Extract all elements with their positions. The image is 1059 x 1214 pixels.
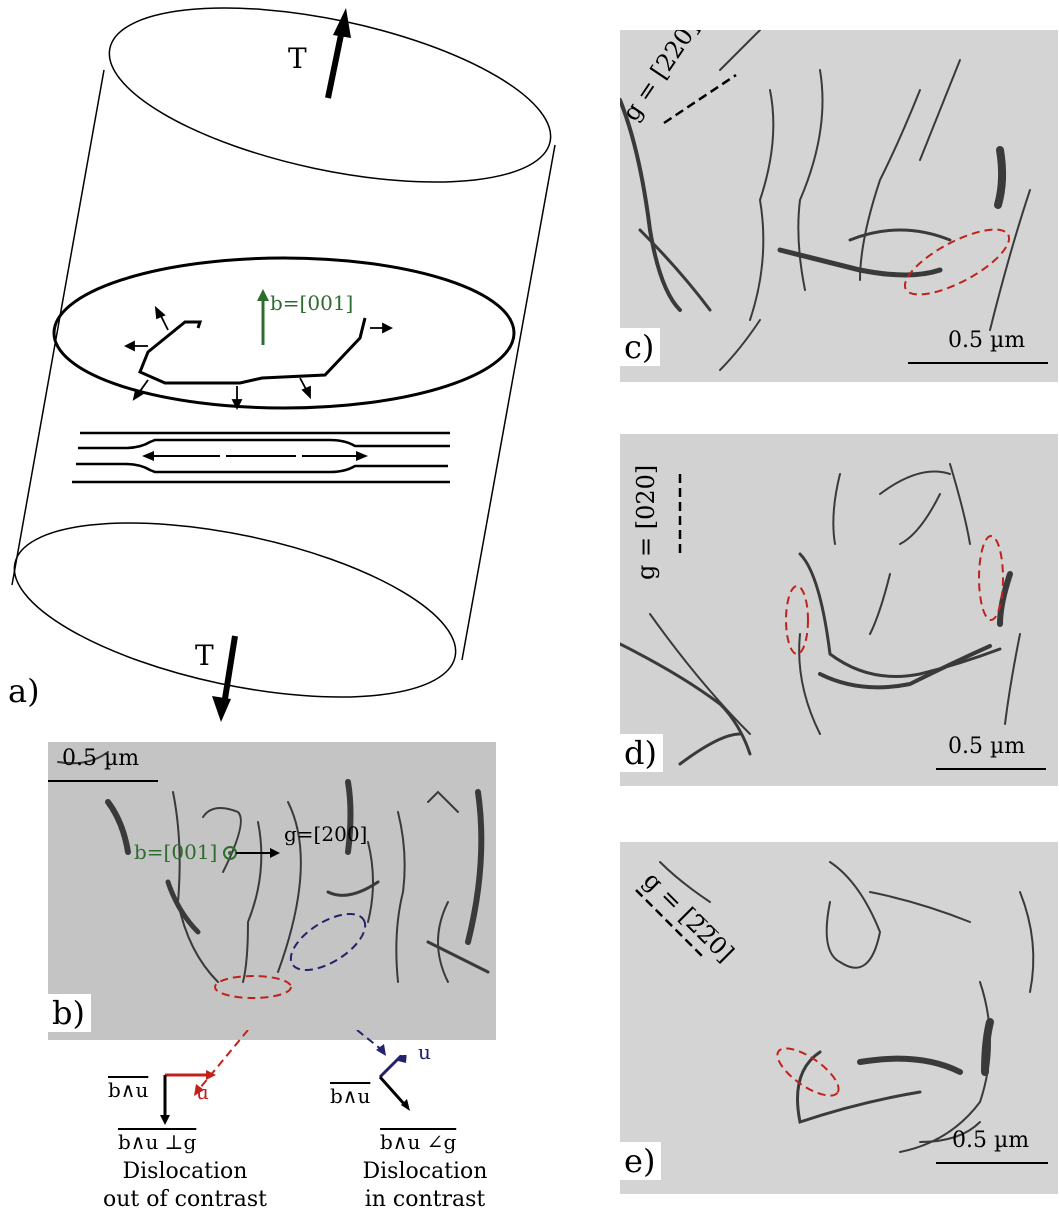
left-note-line1: Dislocation	[122, 1159, 248, 1184]
panel-b-label: b)	[48, 994, 91, 1032]
panel-b-scale-text: 0.5 µm	[62, 746, 140, 771]
panel-e-scale-text: 0.5 µm	[952, 1128, 1030, 1153]
left-bu-label: b∧u	[108, 1078, 149, 1102]
panel-e-scale-bar	[936, 1162, 1048, 1164]
left-note-line2: out of contrast	[103, 1186, 267, 1212]
left-condition: b∧u ⊥g	[118, 1130, 197, 1154]
panel-b-scale-bar	[48, 780, 158, 782]
panel-b-dislocations	[57, 751, 490, 999]
panel-d-scale-bar	[936, 768, 1046, 770]
panel-b-g-label: g=[200]	[284, 822, 368, 846]
panel-c-scale-bar	[908, 362, 1048, 364]
panel-d-micrograph: g = [020] 0.5 µm d)	[620, 434, 1058, 786]
left-dislocation-note: Dislocation out of contrast	[90, 1158, 280, 1213]
panel-c-scale-text: 0.5 µm	[948, 328, 1026, 353]
panel-d-label: d)	[620, 734, 663, 772]
panel-e-dislocations	[635, 861, 1035, 1153]
panel-c-label: c)	[620, 328, 661, 366]
panel-a-burgers-label: b=[001]	[270, 291, 353, 315]
right-note-line2: in contrast	[364, 1186, 486, 1212]
left-u-label: u	[196, 1080, 209, 1104]
panel-a-T-top: T	[288, 42, 307, 75]
panel-a-T-bottom: T	[195, 639, 214, 672]
right-dislocation-note: Dislocation in contrast	[340, 1158, 510, 1213]
panel-e-label: e)	[620, 1142, 662, 1180]
panel-e-micrograph: g = [2̅2̅0] 0.5 µm e)	[620, 842, 1058, 1194]
schematic-vectors	[160, 1055, 410, 1125]
panel-d-scale-text: 0.5 µm	[948, 734, 1026, 759]
panel-d-dislocations	[620, 463, 1021, 766]
cylinder-top-ellipse	[108, 7, 552, 183]
dislocation-loop	[138, 317, 367, 385]
panel-d-g-label: g = [020]	[632, 464, 660, 580]
panel-b-micrograph: b=[001] g=[200] 0.5 µm b)	[48, 742, 496, 1040]
right-note-line1: Dislocation	[362, 1159, 488, 1184]
panel-b-b-label: b=[001]	[134, 840, 218, 864]
panel-a-label: a)	[8, 672, 40, 710]
slip-plane-ellipse	[52, 256, 516, 410]
right-condition: b∧u ∠g	[380, 1130, 457, 1154]
panel-c-dislocations	[620, 30, 1031, 371]
cylinder-bottom-ellipse	[13, 522, 457, 698]
panel-c-micrograph: g = [220] 0.5 µm c)	[620, 30, 1058, 382]
panel-b-connectors	[194, 1030, 386, 1096]
panel-a-schematic: b=[001] T T	[11, 7, 556, 722]
right-bu-label: b∧u	[330, 1084, 371, 1108]
right-u-label: u	[418, 1040, 431, 1064]
